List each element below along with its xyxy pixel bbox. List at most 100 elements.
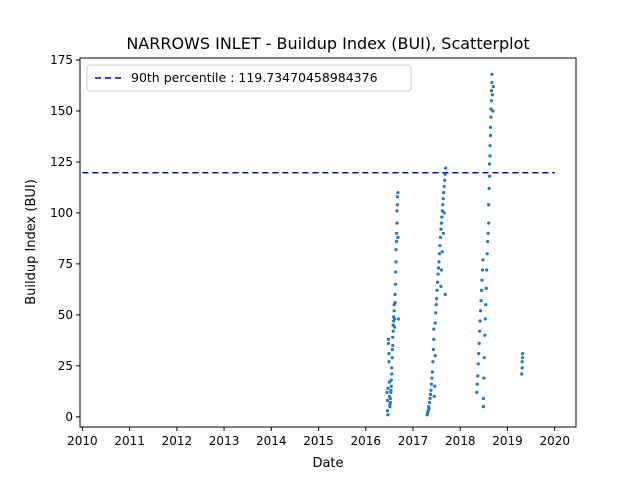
data-point bbox=[521, 352, 525, 356]
data-point bbox=[428, 396, 432, 401]
data-point bbox=[491, 84, 495, 89]
y-tick-label: 175 bbox=[50, 53, 73, 67]
data-point bbox=[440, 250, 444, 254]
data-point bbox=[436, 266, 441, 270]
data-point bbox=[439, 284, 443, 288]
x-tick-label: 2018 bbox=[445, 434, 476, 448]
x-tick-label: 2017 bbox=[398, 434, 429, 448]
plot-area bbox=[80, 58, 576, 427]
data-point bbox=[520, 360, 524, 364]
data-point bbox=[521, 356, 525, 360]
y-tick-label: 150 bbox=[50, 104, 73, 118]
data-point bbox=[429, 388, 433, 392]
data-point bbox=[390, 366, 394, 370]
data-point bbox=[439, 227, 443, 231]
data-point bbox=[436, 272, 440, 276]
data-point bbox=[429, 382, 434, 386]
x-axis-label: Date bbox=[312, 456, 343, 471]
scatter-series bbox=[385, 72, 525, 417]
data-point bbox=[487, 203, 491, 207]
data-point bbox=[435, 296, 439, 301]
data-point bbox=[443, 292, 447, 297]
data-point bbox=[390, 347, 394, 352]
data-point bbox=[481, 405, 486, 409]
data-point bbox=[386, 413, 390, 417]
x-tick-label: 2020 bbox=[539, 434, 570, 448]
data-point bbox=[431, 347, 435, 352]
data-point bbox=[430, 376, 434, 380]
data-point bbox=[444, 166, 448, 170]
data-point bbox=[481, 396, 486, 401]
y-tick-label: 0 bbox=[65, 410, 73, 424]
data-point bbox=[392, 309, 396, 313]
data-point bbox=[482, 356, 486, 360]
y-axis-label: Buildup Index (BUI) bbox=[24, 179, 39, 305]
data-point bbox=[487, 186, 491, 191]
data-point bbox=[394, 248, 398, 252]
data-point bbox=[393, 325, 397, 329]
x-tick-label: 2013 bbox=[209, 434, 240, 448]
data-point bbox=[487, 221, 491, 225]
data-point bbox=[489, 107, 493, 111]
data-point bbox=[434, 311, 438, 315]
data-point bbox=[432, 327, 436, 331]
data-point bbox=[479, 288, 484, 293]
y-tick-label: 50 bbox=[58, 308, 73, 322]
data-point bbox=[389, 384, 393, 388]
x-tick-label: 2011 bbox=[114, 434, 145, 448]
data-point bbox=[488, 125, 493, 129]
data-point bbox=[387, 352, 391, 356]
data-point bbox=[437, 260, 441, 264]
data-point bbox=[485, 252, 489, 256]
data-point bbox=[390, 356, 394, 360]
data-point bbox=[487, 174, 492, 178]
data-point bbox=[439, 221, 443, 225]
data-point bbox=[479, 299, 483, 303]
data-point bbox=[478, 319, 482, 323]
data-point bbox=[432, 337, 436, 341]
data-point bbox=[490, 72, 494, 76]
x-tick-label: 2014 bbox=[256, 434, 287, 448]
data-point bbox=[482, 376, 486, 380]
data-point bbox=[478, 329, 482, 333]
x-tick-label: 2016 bbox=[351, 434, 382, 448]
data-point bbox=[477, 341, 481, 346]
data-point bbox=[520, 366, 524, 370]
data-point bbox=[481, 258, 485, 262]
data-point bbox=[477, 352, 481, 356]
data-point bbox=[486, 231, 490, 235]
data-point bbox=[393, 270, 398, 274]
data-point bbox=[389, 378, 393, 382]
data-point bbox=[441, 231, 445, 235]
data-point bbox=[432, 394, 436, 399]
chart-title: NARROWS INLET - Buildup Index (BUI), Sca… bbox=[126, 34, 529, 53]
data-point bbox=[387, 380, 392, 384]
data-point bbox=[475, 382, 479, 386]
x-tick-label: 2012 bbox=[162, 434, 193, 448]
x-tick-label: 2010 bbox=[67, 434, 98, 448]
data-point bbox=[393, 317, 397, 321]
data-point bbox=[431, 360, 435, 364]
data-point bbox=[390, 372, 394, 376]
y-tick-label: 25 bbox=[58, 359, 73, 373]
data-point bbox=[441, 197, 445, 201]
data-point bbox=[393, 301, 397, 305]
data-point bbox=[395, 209, 399, 213]
data-point bbox=[442, 211, 446, 215]
data-point bbox=[475, 390, 479, 394]
data-point bbox=[485, 268, 489, 272]
x-axis: 2010 2011 2012 2013 2014 2015 2016 2017 2018 2019… bbox=[67, 427, 570, 448]
data-point bbox=[396, 235, 400, 240]
data-point bbox=[427, 400, 432, 405]
data-point bbox=[489, 99, 494, 103]
data-point bbox=[438, 243, 442, 248]
data-point bbox=[486, 239, 490, 244]
data-point bbox=[430, 370, 434, 374]
data-point bbox=[490, 80, 494, 85]
data-point bbox=[385, 398, 390, 403]
data-point bbox=[394, 260, 398, 264]
data-point bbox=[395, 203, 400, 207]
data-point bbox=[387, 360, 391, 364]
data-point bbox=[396, 317, 400, 321]
